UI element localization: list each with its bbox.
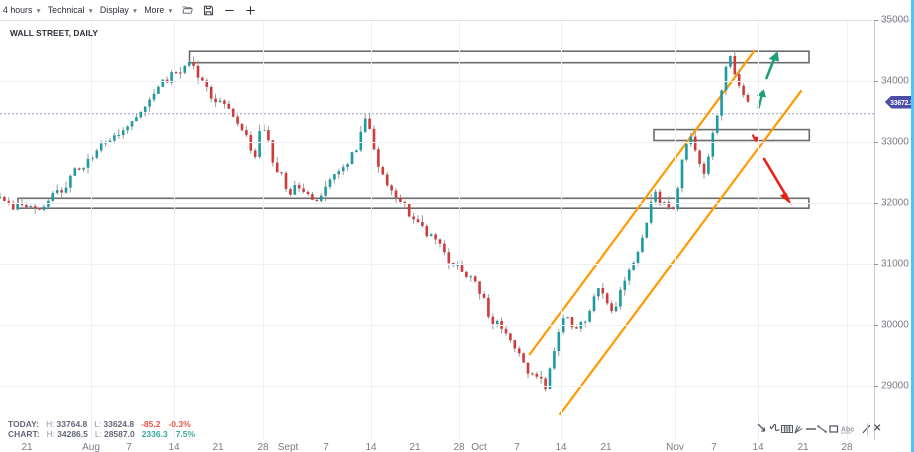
svg-text:Abc: Abc (841, 427, 854, 434)
